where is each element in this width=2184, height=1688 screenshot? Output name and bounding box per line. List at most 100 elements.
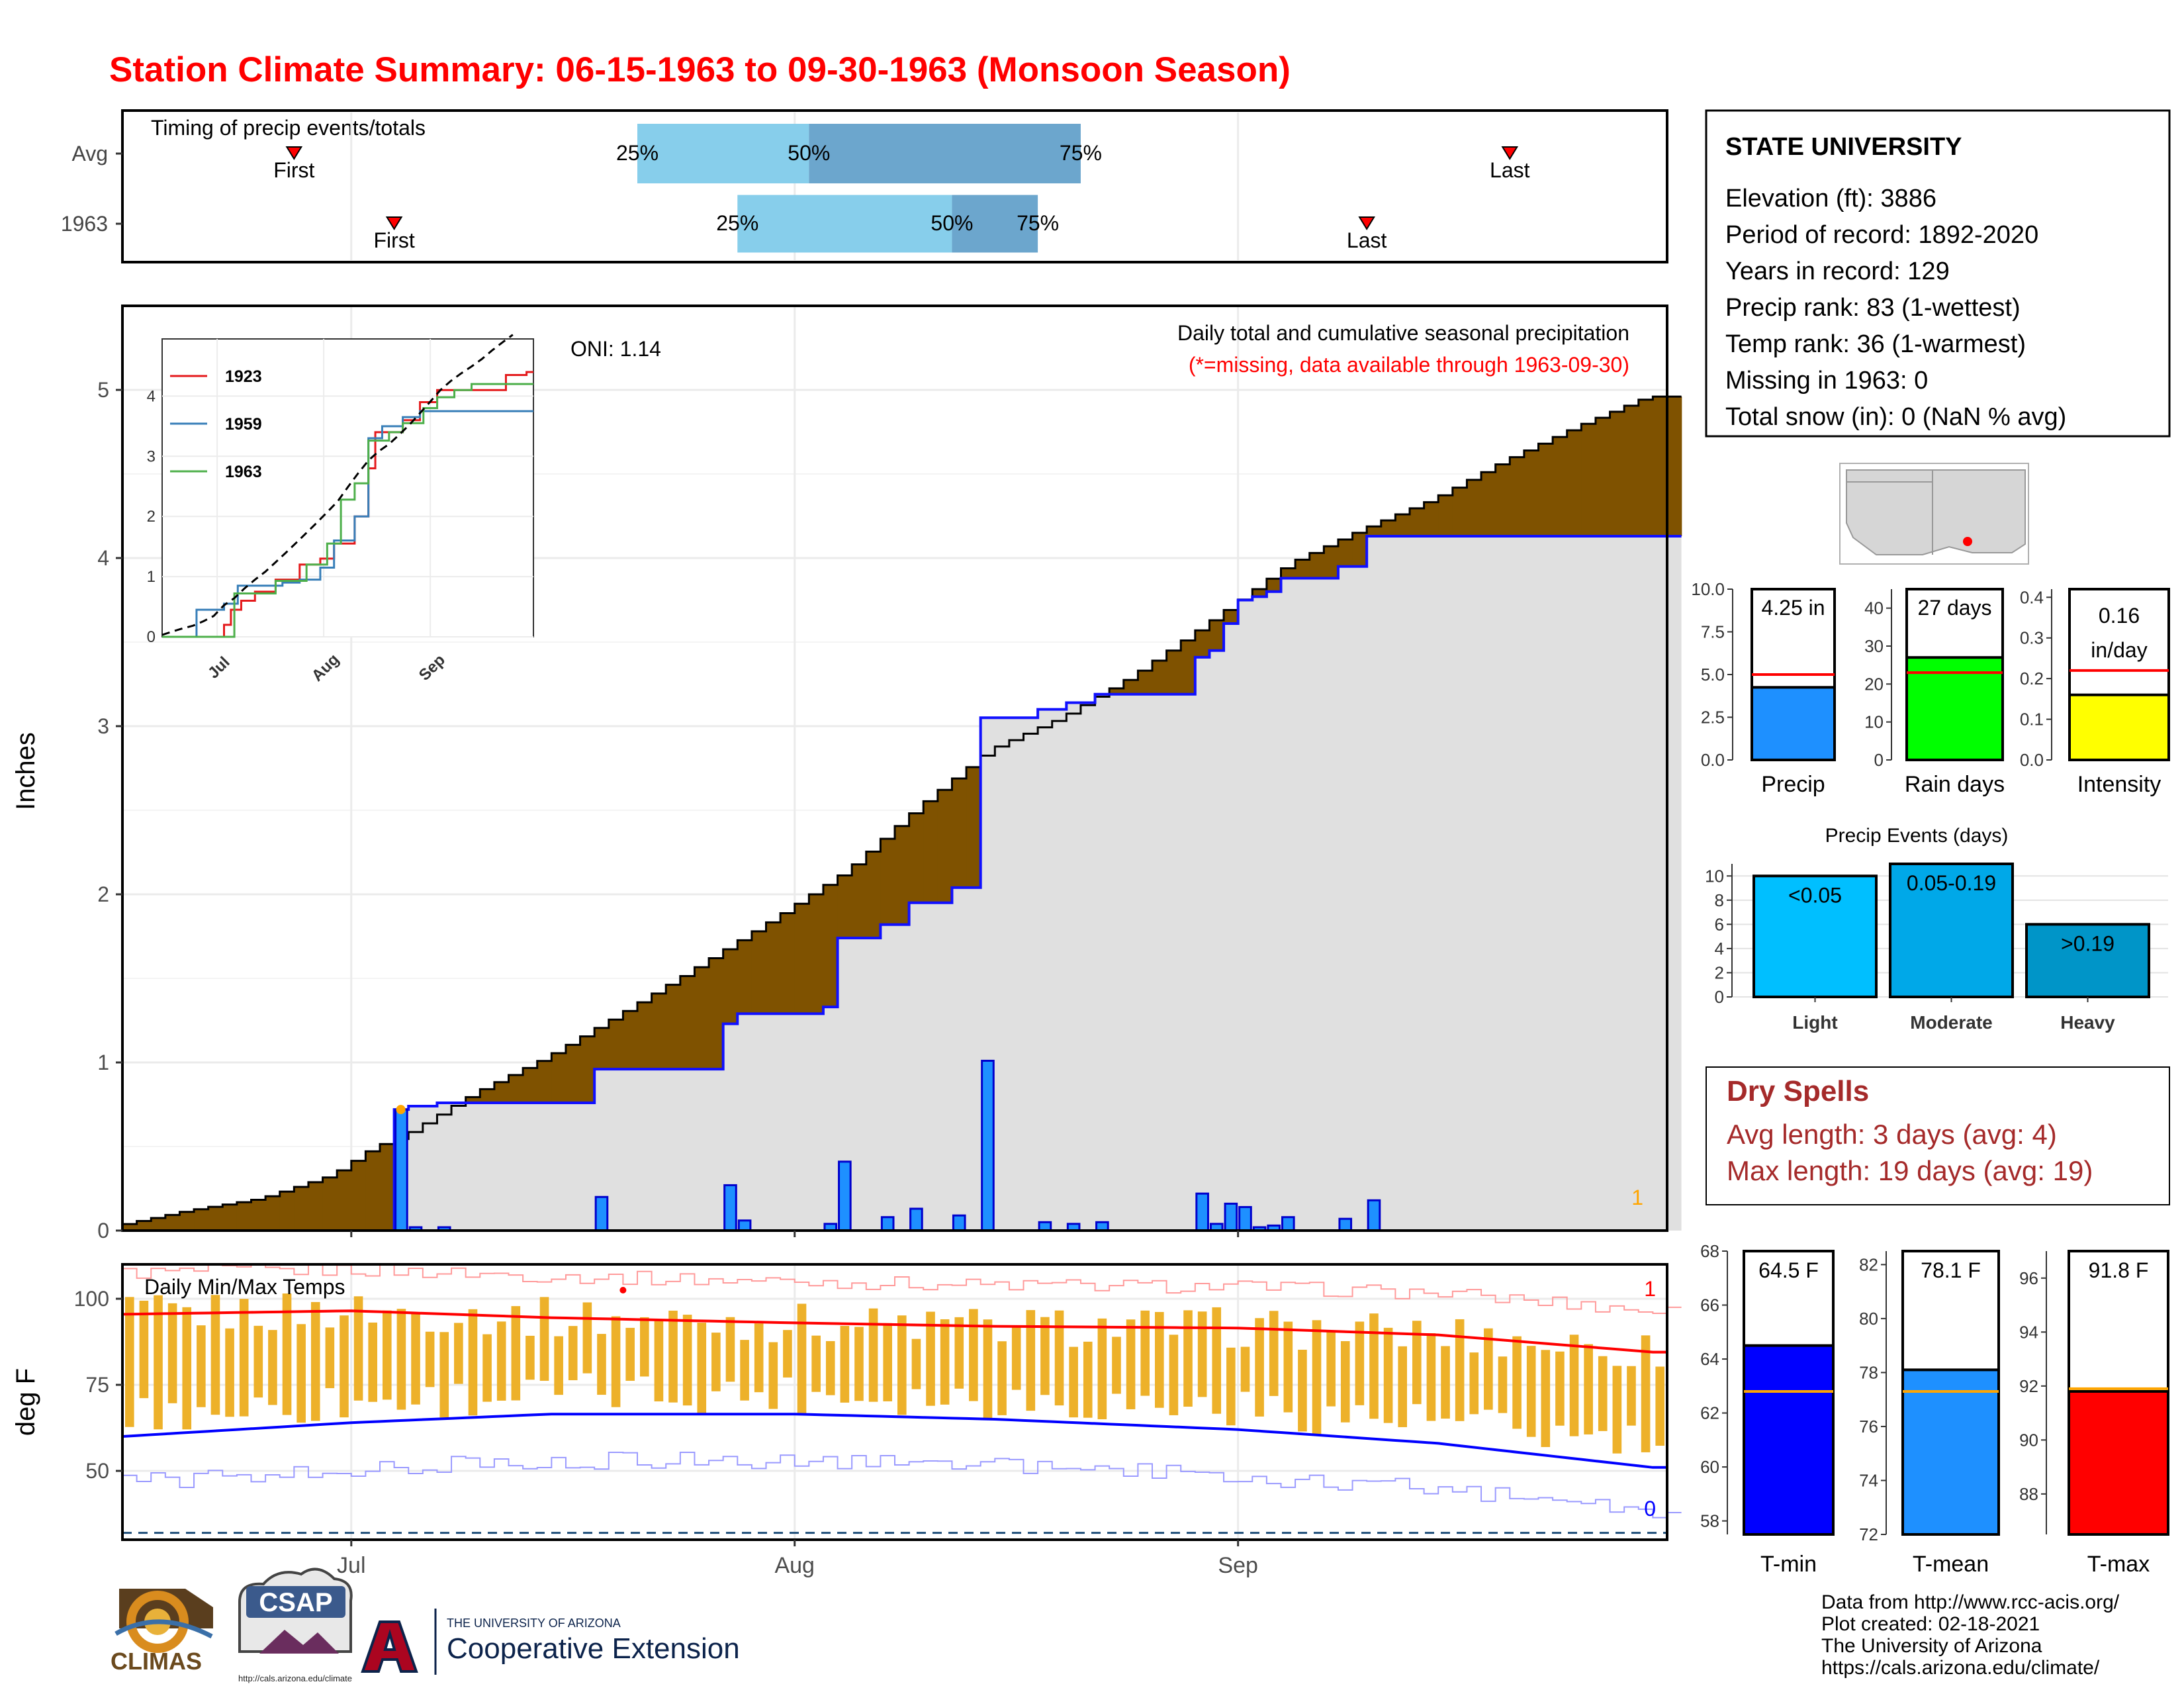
below-average-area	[594, 1027, 610, 1070]
summary-ytick-label: 5.0	[1701, 665, 1725, 684]
station-line-precip-rank: Precip rank: 83 (1-wettest)	[1725, 294, 2021, 322]
csap-logo-text: CSAP	[259, 1588, 332, 1617]
ua-name: THE UNIVERSITY OF ARIZONA	[447, 1617, 621, 1630]
summary-bar	[2068, 1389, 2169, 1536]
credit-url: https://cals.arizona.edu/climate/	[1821, 1657, 2100, 1679]
daily-temp-bar	[811, 1335, 821, 1392]
below-average-area	[1309, 553, 1324, 579]
daily-temp-bar	[926, 1311, 935, 1406]
record-high-marker	[619, 1287, 627, 1293]
daily-temp-bar	[439, 1332, 449, 1418]
daily-precip-bar	[737, 1219, 752, 1232]
dry-spells-title: Dry Spells	[1727, 1075, 1869, 1107]
below-average-area	[794, 904, 809, 1014]
below-average-area	[1295, 559, 1310, 579]
daily-temp-bar	[1312, 1320, 1322, 1434]
below-average-area	[852, 864, 867, 939]
below-average-area	[680, 976, 696, 1070]
event-bar-label: >0.19	[2061, 931, 2115, 955]
temps-frame	[121, 1263, 1668, 1541]
summary-value-label: 27 days	[1917, 596, 1991, 620]
summary-ytick-label: 0.3	[2020, 628, 2044, 648]
below-average-area	[165, 1215, 181, 1231]
summary-ytick-label: 0.0	[1701, 750, 1725, 770]
timing-pct-label: 75%	[1017, 211, 1059, 235]
summary-ytick-label: 82	[1859, 1254, 1878, 1274]
daily-temp-bar	[1126, 1319, 1136, 1409]
below-average-area	[1152, 660, 1167, 694]
station-line-missing: Missing in 1963: 0	[1725, 367, 1928, 395]
daily-temp-bar	[1426, 1333, 1436, 1421]
daily-temp-bar	[568, 1326, 578, 1381]
precip-ytick-label: 3	[97, 714, 109, 738]
climas-logo-wave	[114, 1619, 213, 1639]
inset-line-1963	[162, 383, 533, 638]
daily-temp-bar	[1226, 1347, 1236, 1426]
below-average-area	[1352, 532, 1367, 567]
timing-panel: Timing of precip events/totals Avg 1963 25…	[61, 109, 1668, 263]
below-average-area	[551, 1053, 567, 1103]
below-average-area	[1567, 430, 1582, 536]
daily-temp-bar	[310, 1301, 320, 1421]
inset-legend-label: 1963	[225, 463, 262, 481]
record-low-line	[122, 1451, 1682, 1519]
summary-value-label: in/day	[2091, 638, 2147, 662]
timing-last-marker	[1501, 146, 1519, 160]
station-line-years: Years in record: 129	[1725, 258, 1950, 285]
below-average-area	[1266, 579, 1282, 592]
daily-temp-bar	[1069, 1346, 1078, 1418]
summary-ytick-label: 60	[1700, 1457, 1719, 1477]
credits: Data from http://www.rcc-acis.org/ Plot …	[1821, 1591, 2120, 1679]
daily-temp-bar	[854, 1327, 864, 1401]
max-precip-marker	[396, 1105, 406, 1115]
month-xtick-label: Sep	[1218, 1553, 1258, 1578]
daily-temp-bar	[154, 1295, 163, 1430]
daily-temp-bar	[1026, 1310, 1036, 1411]
daily-temp-bar	[1011, 1325, 1021, 1390]
daily-precip-bar	[1195, 1192, 1209, 1232]
summary-ytick-label: 74	[1859, 1470, 1878, 1490]
event-category-label: Moderate	[1910, 1012, 1992, 1033]
daily-temp-bar	[582, 1302, 592, 1374]
credit-data-source: Data from http://www.rcc-acis.org/	[1821, 1591, 2120, 1613]
summary-ytick-label: 2.5	[1701, 708, 1725, 727]
summary-ytick-label: 92	[2019, 1376, 2038, 1396]
daily-precip-bar	[952, 1214, 966, 1232]
temps-ytick-label: 75	[85, 1373, 109, 1397]
temps-panel: 50 75 100 Jul Aug Sep Daily Min/Max Temps deg F…	[11, 1263, 1682, 1578]
below-average-area	[1595, 418, 1611, 536]
event-bar	[1889, 863, 2014, 998]
event-category-label: Light	[1792, 1012, 1837, 1033]
below-average-area	[937, 790, 953, 903]
below-average-area	[952, 778, 967, 888]
temps-ylabel: deg F	[11, 1368, 40, 1436]
inset-legend-label: 1959	[225, 415, 262, 434]
below-average-area	[537, 1060, 552, 1103]
daily-temp-bar	[139, 1300, 149, 1399]
timing-bar-50-75	[809, 124, 1081, 183]
oni-label: ONI: 1.14	[570, 337, 661, 361]
daily-temp-bar	[897, 1315, 907, 1415]
below-average-area	[751, 931, 767, 1014]
page-title: Station Climate Summary: 06-15-1963 to 0…	[109, 50, 1291, 89]
below-average-area	[1324, 546, 1339, 579]
daily-temp-bar	[1283, 1321, 1293, 1413]
summary-bar	[2068, 693, 2170, 761]
daily-temp-bar	[296, 1324, 306, 1423]
below-average-area	[151, 1217, 166, 1231]
summary-ytick-label: 0.0	[2020, 750, 2044, 770]
summary-ytick-label: 90	[2019, 1430, 2038, 1450]
below-average-area	[1538, 444, 1553, 536]
daily-temp-bar	[1469, 1352, 1479, 1415]
below-average-area	[909, 813, 924, 903]
below-average-area	[623, 1011, 638, 1070]
university-of-arizona-logo: THE UNIVERSITY OF ARIZONA Cooperative Ex…	[361, 1609, 740, 1675]
below-average-area	[1510, 457, 1525, 536]
timing-pct-label: 75%	[1060, 141, 1102, 165]
daily-temp-bar	[197, 1325, 206, 1407]
summary-ytick-label: 0	[1874, 750, 1884, 770]
daily-temp-bar	[1612, 1366, 1622, 1454]
station-name: STATE UNIVERSITY	[1725, 133, 1962, 161]
daily-temp-bar	[754, 1323, 764, 1393]
below-average-area	[880, 839, 895, 925]
